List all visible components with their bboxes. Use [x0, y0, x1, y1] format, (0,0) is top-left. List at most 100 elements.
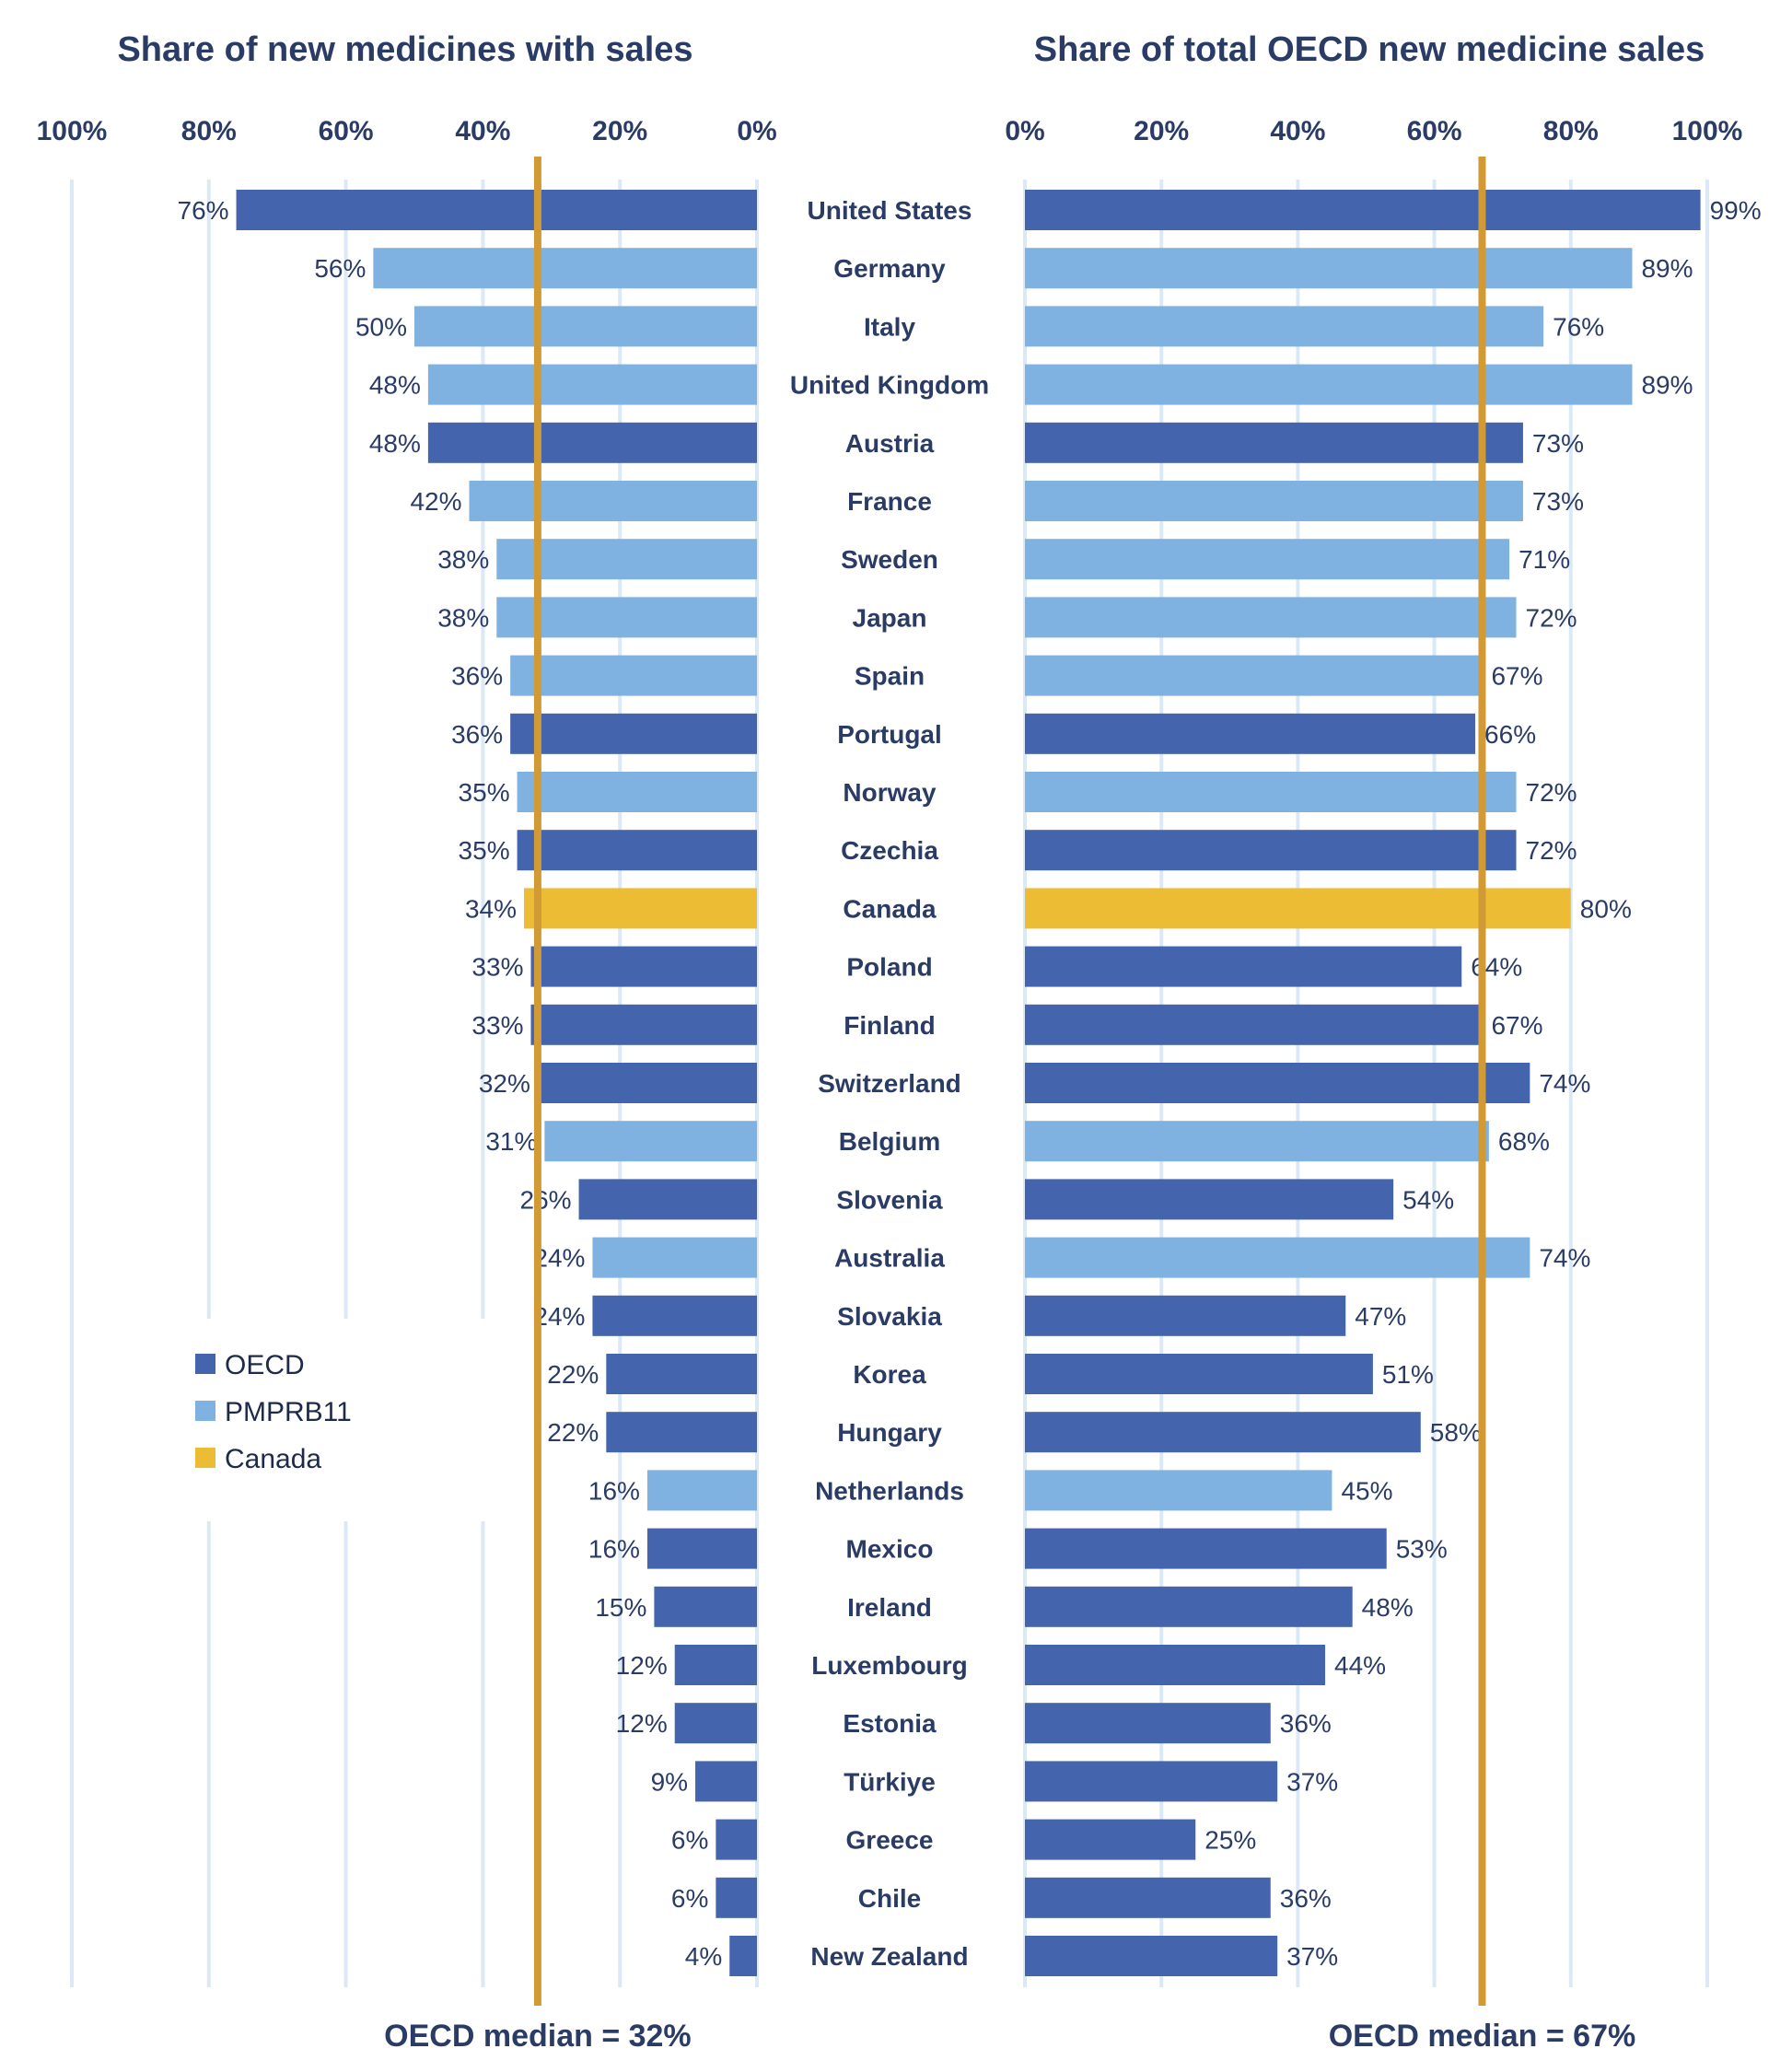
right-value-label: 66%: [1484, 720, 1536, 749]
left-value-label: 16%: [588, 1535, 640, 1564]
left-bar: [530, 1004, 757, 1045]
country-label: Chile: [858, 1884, 921, 1913]
right-value-label: 73%: [1532, 429, 1584, 458]
left-value-label: 4%: [685, 1942, 722, 1971]
left-value-label: 38%: [437, 603, 489, 632]
right-value-label: 67%: [1491, 662, 1542, 691]
left-tick-label: 40%: [455, 116, 510, 146]
right-value-label: 48%: [1362, 1593, 1414, 1622]
right-value-label: 58%: [1430, 1418, 1482, 1447]
right-value-labels: 99%89%76%89%73%73%71%72%67%66%72%72%80%6…: [1204, 196, 1761, 1971]
left-value-label: 50%: [355, 312, 407, 341]
left-value-label: 36%: [451, 662, 503, 691]
right-value-label: 89%: [1641, 371, 1693, 400]
left-bar: [427, 422, 757, 463]
right-bar: [1025, 364, 1633, 405]
left-bar: [427, 364, 757, 405]
country-label: Canada: [843, 894, 937, 923]
left-bar: [654, 1586, 757, 1627]
country-label: Germany: [833, 254, 946, 283]
country-labels: United States Germany Italy United Kingdom A…: [790, 196, 989, 1971]
country-label: Ireland: [847, 1593, 932, 1622]
right-bar: [1025, 190, 1701, 230]
right-bar: [1025, 539, 1510, 580]
right-bar: [1025, 1761, 1278, 1802]
right-bar: [1025, 1470, 1332, 1511]
right-value-label: 99%: [1710, 196, 1762, 225]
right-value-label: 67%: [1491, 1011, 1542, 1040]
left-bar: [537, 1063, 757, 1103]
left-value-label: 12%: [616, 1709, 668, 1738]
right-value-label: 36%: [1280, 1884, 1332, 1913]
right-value-label: 44%: [1334, 1651, 1386, 1680]
left-value-label: 32%: [479, 1069, 530, 1098]
right-bar: [1025, 1412, 1421, 1453]
left-bar: [592, 1237, 757, 1278]
right-bar: [1025, 888, 1571, 929]
left-bar: [716, 1877, 757, 1918]
right-value-label: 72%: [1526, 836, 1577, 865]
right-value-label: 74%: [1539, 1244, 1590, 1273]
left-value-label: 6%: [671, 1884, 708, 1913]
country-label: France: [847, 487, 932, 516]
left-bar: [544, 1121, 757, 1162]
left-value-label: 38%: [437, 545, 489, 574]
right-bar: [1025, 946, 1462, 987]
country-label: Czechia: [841, 836, 938, 865]
country-label: Switzerland: [818, 1069, 961, 1098]
left-value-label: 24%: [533, 1244, 585, 1273]
left-bar: [517, 830, 757, 871]
left-bar: [729, 1936, 757, 1976]
right-tick-label: 0%: [1005, 116, 1044, 146]
right-value-label: 76%: [1553, 312, 1604, 341]
right-bar: [1025, 248, 1633, 289]
right-tick-label: 100%: [1672, 116, 1743, 146]
left-bar: [716, 1819, 757, 1860]
left-value-label: 24%: [533, 1302, 585, 1331]
country-label: Türkiye: [844, 1767, 936, 1796]
right-bars: [1025, 190, 1701, 1976]
country-label: Slovenia: [836, 1185, 943, 1214]
country-label: Luxembourg: [811, 1651, 968, 1680]
left-bar: [469, 481, 757, 521]
left-bar: [695, 1761, 757, 1802]
left-value-label: 76%: [178, 196, 229, 225]
legend-swatch: [195, 1354, 215, 1374]
left-bar: [517, 772, 757, 812]
right-tick-label: 20%: [1134, 116, 1189, 146]
right-bar: [1025, 713, 1476, 754]
country-label: Belgium: [839, 1127, 940, 1156]
left-value-label: 34%: [465, 894, 517, 923]
left-bar: [578, 1179, 757, 1220]
left-axis-ticks: 100% 80% 60% 40% 20% 0%: [37, 116, 777, 146]
left-bar: [414, 306, 757, 347]
left-value-label: 42%: [410, 487, 461, 516]
left-value-label: 56%: [314, 254, 366, 283]
right-value-label: 89%: [1641, 254, 1693, 283]
right-bar: [1025, 1004, 1483, 1045]
right-bar: [1025, 830, 1517, 871]
country-label: Korea: [853, 1360, 926, 1389]
right-axis-ticks: 0% 20% 40% 60% 80% 100%: [1005, 116, 1742, 146]
right-value-label: 54%: [1402, 1185, 1454, 1214]
legend-label: PMPRB11: [225, 1397, 352, 1427]
country-label: Japan: [853, 603, 927, 632]
left-value-label: 33%: [471, 1011, 523, 1040]
country-label: Sweden: [841, 545, 938, 574]
country-label: United Kingdom: [790, 371, 989, 400]
right-bar: [1025, 1703, 1271, 1744]
right-bar: [1025, 1295, 1346, 1336]
legend-background: [180, 1319, 494, 1521]
right-bar: [1025, 1586, 1353, 1627]
right-value-label: 68%: [1498, 1127, 1550, 1156]
left-bar: [524, 888, 757, 929]
left-value-label: 16%: [588, 1476, 640, 1505]
right-tick-label: 60%: [1407, 116, 1462, 146]
right-bar: [1025, 1063, 1530, 1103]
legend-swatch: [195, 1448, 215, 1468]
country-label: Poland: [846, 953, 932, 982]
right-bar: [1025, 1237, 1530, 1278]
right-value-label: 73%: [1532, 487, 1584, 516]
country-label: New Zealand: [810, 1942, 968, 1971]
